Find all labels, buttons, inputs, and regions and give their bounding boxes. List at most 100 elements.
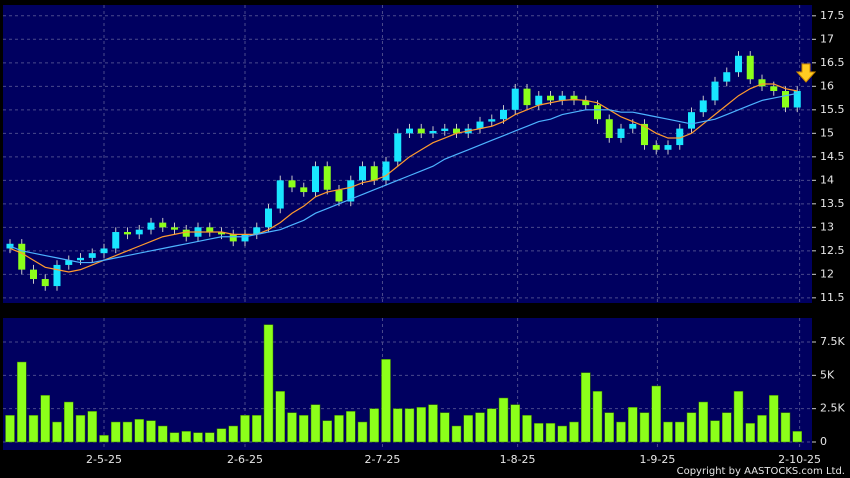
candle-body — [594, 105, 601, 120]
volume-bar — [28, 415, 39, 443]
y-tick-label: 0 — [820, 435, 827, 448]
volume-bar — [475, 412, 485, 443]
volume-bar — [510, 404, 520, 443]
y-tick-label: 2.5K — [820, 402, 845, 415]
volume-bar — [64, 401, 74, 443]
volume-bar — [592, 391, 603, 443]
y-tick-label: 13 — [820, 220, 834, 233]
y-tick-label: 14 — [820, 173, 834, 186]
volume-bar — [193, 432, 203, 443]
volume-bar — [111, 421, 121, 443]
candle-body — [206, 227, 214, 233]
candle-body — [323, 166, 331, 190]
candle-body — [500, 109, 507, 120]
volume-bar — [733, 391, 744, 443]
arrow-icon — [795, 63, 817, 83]
volume-bar — [216, 428, 227, 443]
candle-body — [782, 91, 789, 108]
candle-body — [453, 128, 460, 134]
volume-bar — [357, 421, 368, 443]
volume-bar — [581, 372, 591, 443]
candle-body — [300, 187, 308, 193]
volume-bar — [451, 425, 462, 443]
x-tick-label: 1-9-25 — [639, 453, 675, 466]
volume-bar — [498, 397, 509, 443]
volume-bar — [275, 391, 285, 443]
copyright: Copyright by AASTOCKS.com Ltd. — [677, 466, 845, 477]
candle-body — [793, 91, 801, 108]
candle-body — [147, 222, 155, 230]
candle-body — [18, 243, 26, 270]
candle-body — [429, 130, 437, 134]
candle-body — [288, 180, 296, 188]
candle-body — [394, 133, 402, 162]
volume-bar — [17, 361, 27, 443]
volume-bar — [404, 408, 415, 443]
candle-body — [347, 180, 355, 202]
volume-bar — [428, 404, 438, 443]
candle-body — [641, 123, 648, 146]
candle-body — [570, 95, 578, 101]
y-tick-label: 12 — [820, 267, 834, 280]
volume-bar — [639, 412, 650, 443]
volume-bar — [534, 423, 544, 443]
volume-bar — [757, 415, 767, 443]
candle-body — [511, 88, 519, 110]
volume-bar — [75, 415, 86, 443]
volume-bar — [745, 423, 755, 443]
volume-bar — [604, 412, 614, 443]
candle-body — [382, 161, 390, 181]
candle-body — [100, 248, 108, 254]
volume-bar — [299, 415, 309, 443]
volume-bar — [5, 415, 15, 443]
candle-body — [664, 145, 672, 150]
ma-line — [9, 92, 798, 264]
candle-body — [770, 86, 778, 92]
volume-bar — [122, 421, 133, 443]
candle-body — [617, 128, 625, 139]
candle-body — [241, 234, 249, 242]
candle-body — [406, 128, 413, 134]
candle-body — [582, 100, 590, 106]
y-tick-label: 15.5 — [820, 103, 845, 116]
x-tick-label: 1-8-25 — [500, 453, 536, 466]
volume-bar — [99, 435, 109, 443]
candle-body — [88, 253, 96, 258]
volume-bar — [416, 407, 426, 443]
candle-body — [53, 264, 61, 287]
candle-body — [723, 72, 731, 82]
candle-body — [171, 227, 178, 230]
y-tick-label: 5K — [820, 368, 835, 381]
candle-body — [159, 222, 167, 228]
volume-bar — [686, 412, 697, 443]
volume-bar — [698, 401, 708, 443]
volume-bar — [322, 420, 332, 443]
candle-body — [558, 95, 566, 101]
candle-body — [652, 145, 660, 150]
candle-body — [758, 79, 766, 87]
candle-body — [229, 234, 237, 242]
y-tick-label: 11.5 — [820, 291, 845, 304]
volume-bar — [522, 415, 532, 443]
volume-bar — [146, 420, 156, 443]
x-tick-label: 2-5-25 — [86, 453, 122, 466]
candle-body — [253, 227, 261, 235]
candle-body — [135, 229, 143, 235]
x-tick-label: 2-10-25 — [778, 453, 821, 466]
x-tick-label: 2-6-25 — [227, 453, 263, 466]
y-tick-label: 17 — [820, 32, 834, 45]
volume-bar — [263, 324, 274, 443]
volume-bar — [651, 385, 661, 443]
volume-bar — [369, 408, 379, 443]
volume-bar — [134, 419, 144, 443]
candle-body — [688, 112, 695, 129]
y-tick-label: 7.5K — [820, 335, 845, 348]
y-tick-label: 16 — [820, 79, 834, 92]
volume-bar — [205, 432, 215, 443]
candle-body — [488, 119, 496, 122]
candle-body — [711, 81, 719, 101]
volume-bar — [228, 425, 238, 443]
candle-body — [735, 55, 742, 73]
volume-bar — [628, 407, 638, 443]
